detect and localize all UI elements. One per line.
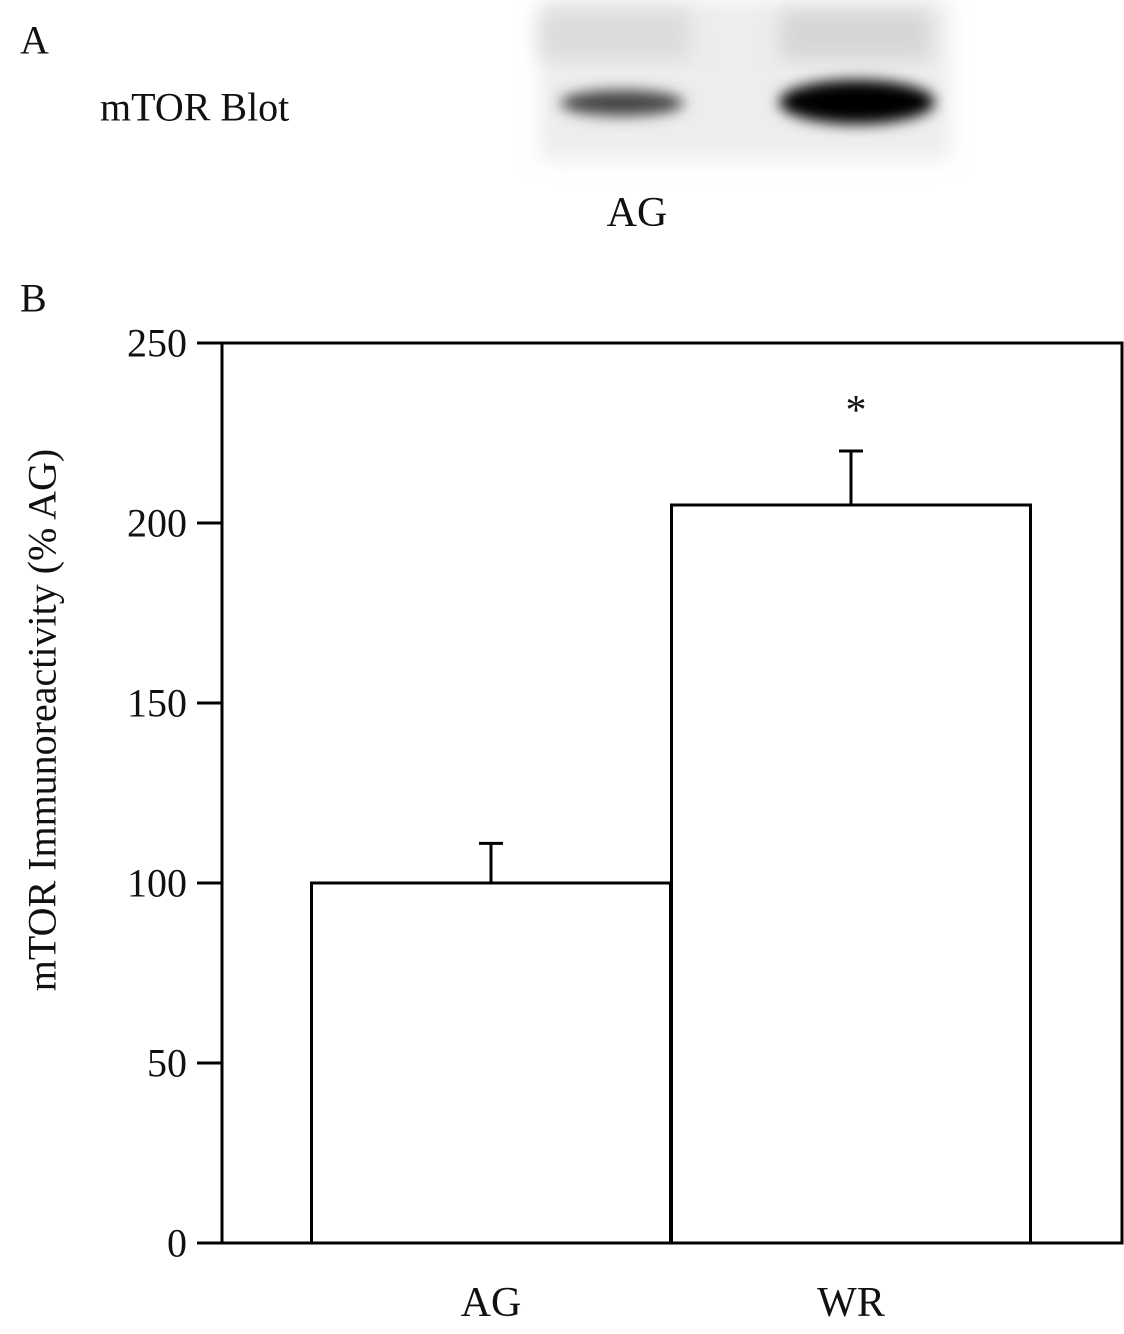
panel-label: B (20, 276, 47, 321)
y-tick-label: 50 (147, 1041, 187, 1086)
y-tick-label: 200 (127, 501, 187, 546)
panel-label: A (20, 18, 49, 63)
y-tick-label: 150 (127, 681, 187, 726)
y-axis-label: mTOR Immunoreactivity (% AG) (20, 449, 65, 992)
figure: A mTOR Blot AG B mTOR Immunoreactivity (… (0, 0, 1124, 1329)
y-tick-label: 0 (167, 1221, 187, 1266)
bar (672, 505, 1031, 1243)
blot-smear (540, 10, 690, 60)
page: A mTOR Blot AG B mTOR Immunoreactivity (… (0, 0, 1124, 1329)
lane-label: AG (607, 190, 668, 236)
blot-band (779, 80, 935, 124)
blot-smear (780, 10, 930, 60)
blot-image (540, 0, 950, 160)
x-tick-label: WR (817, 1280, 885, 1326)
annotation: * (846, 388, 867, 434)
y-tick-label: 250 (127, 321, 187, 366)
blot-label: mTOR Blot (100, 85, 289, 130)
bar (312, 883, 671, 1243)
blot-band (560, 90, 684, 116)
y-tick-label: 100 (127, 861, 187, 906)
x-tick-label: AG (461, 1280, 522, 1326)
